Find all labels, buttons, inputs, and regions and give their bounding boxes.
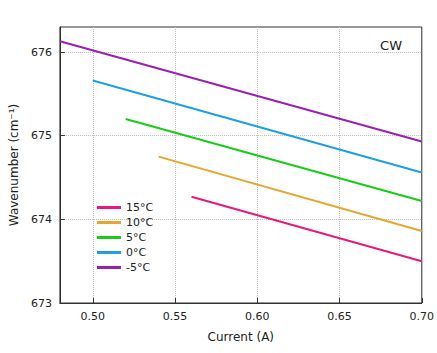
svg-text:CW: CW (380, 38, 402, 53)
svg-text:676: 676 (31, 46, 52, 59)
svg-text:10°C: 10°C (126, 216, 153, 229)
svg-text:0.50: 0.50 (81, 310, 106, 323)
svg-text:Wavenumber (cm⁻¹): Wavenumber (cm⁻¹) (7, 104, 21, 226)
svg-text:674: 674 (31, 213, 52, 226)
svg-text:0.60: 0.60 (245, 310, 270, 323)
svg-text:15°C: 15°C (126, 201, 153, 214)
svg-text:0.65: 0.65 (327, 310, 352, 323)
svg-text:0.70: 0.70 (410, 310, 435, 323)
svg-text:675: 675 (31, 129, 52, 142)
svg-text:5°C: 5°C (126, 231, 146, 244)
svg-text:-5°C: -5°C (126, 261, 150, 274)
svg-text:0.55: 0.55 (163, 310, 188, 323)
svg-text:673: 673 (31, 297, 52, 310)
svg-text:0°C: 0°C (126, 246, 146, 259)
svg-text:Current (A): Current (A) (208, 330, 274, 344)
